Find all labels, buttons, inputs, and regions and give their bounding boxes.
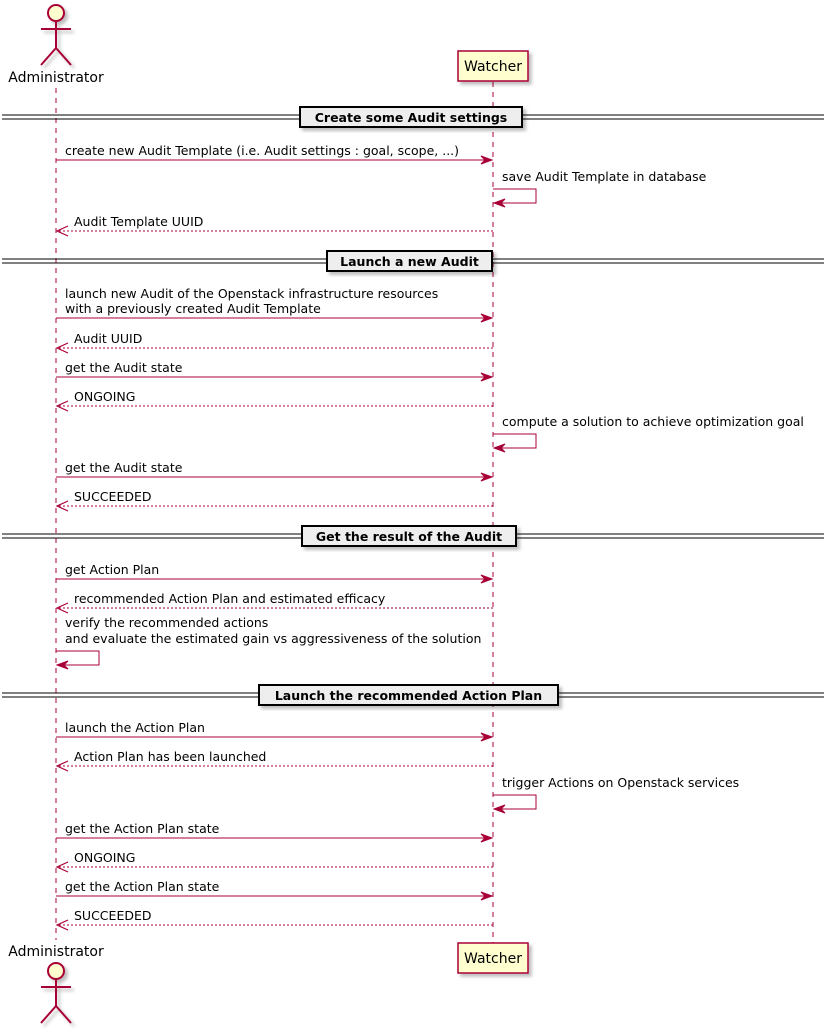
message-label: ONGOING bbox=[74, 389, 135, 404]
participant-box bbox=[457, 942, 529, 974]
arrow-head bbox=[55, 225, 69, 237]
actor-administrator-top: Administrator bbox=[8, 4, 104, 86]
arrow-head bbox=[55, 602, 69, 614]
participant-label: Watcher bbox=[464, 59, 522, 75]
arrow-head bbox=[55, 919, 69, 931]
message-label: Audit UUID bbox=[74, 331, 142, 346]
arrow-head bbox=[492, 804, 506, 814]
message-label: save Audit Template in database bbox=[502, 169, 707, 184]
participant-label: Watcher bbox=[464, 951, 522, 967]
divider-box bbox=[326, 250, 493, 272]
arrow-head bbox=[492, 443, 506, 453]
return-message: SUCCEEDED bbox=[55, 908, 493, 931]
return-message: Audit UUID bbox=[55, 331, 493, 354]
message-label: get Action Plan bbox=[65, 562, 159, 577]
message-label: verify the recommended actions bbox=[65, 615, 268, 630]
message-label: SUCCEEDED bbox=[74, 908, 151, 923]
arrow-head bbox=[55, 760, 69, 772]
actor-leg bbox=[40, 1005, 57, 1024]
actor-icon bbox=[40, 962, 72, 1024]
actor-head bbox=[47, 4, 65, 22]
message-label: recommended Action Plan and estimated ef… bbox=[74, 591, 386, 606]
arrow-head bbox=[480, 155, 494, 165]
message-label: create new Audit Template (i.e. Audit se… bbox=[65, 143, 459, 158]
actor-leg bbox=[40, 47, 57, 66]
message-label: Action Plan has been launched bbox=[74, 749, 266, 764]
message-label: get the Action Plan state bbox=[65, 821, 220, 836]
arrow-head bbox=[55, 500, 69, 512]
divider: Create some Audit settings bbox=[2, 106, 824, 128]
divider-box bbox=[258, 684, 559, 706]
self-message: trigger Actions on Openstack services bbox=[492, 775, 739, 814]
message-label: ONGOING bbox=[74, 850, 135, 865]
arrow-head bbox=[480, 732, 494, 742]
message: get the Audit state bbox=[56, 360, 494, 382]
divider: Get the result of the Audit bbox=[2, 525, 824, 547]
return-message: Audit Template UUID bbox=[55, 214, 493, 237]
divider-label: Get the result of the Audit bbox=[316, 529, 502, 544]
self-message: save Audit Template in database bbox=[492, 169, 707, 208]
message-label: launch the Action Plan bbox=[65, 720, 205, 735]
message-label: SUCCEEDED bbox=[74, 489, 151, 504]
self-arrow-line bbox=[493, 433, 537, 449]
message-label: get the Action Plan state bbox=[65, 879, 220, 894]
message: launch the Action Plan bbox=[56, 720, 494, 742]
return-message: Action Plan has been launched bbox=[55, 749, 493, 772]
arrow-head bbox=[480, 833, 494, 843]
return-message: recommended Action Plan and estimated ef… bbox=[55, 591, 493, 614]
arrow-head bbox=[492, 198, 506, 208]
divider-box bbox=[301, 525, 517, 547]
actor-leg bbox=[55, 47, 72, 66]
actor-head bbox=[47, 962, 65, 980]
message-label: with a previously created Audit Template bbox=[65, 301, 321, 316]
actor-leg bbox=[55, 1005, 72, 1024]
divider: Launch a new Audit bbox=[2, 250, 824, 272]
participant-box bbox=[457, 50, 529, 82]
message: get the Action Plan state bbox=[56, 879, 494, 901]
arrow-head bbox=[480, 313, 494, 323]
arrow-head bbox=[55, 660, 69, 670]
arrow-head bbox=[480, 891, 494, 901]
self-message: compute a solution to achieve optimizati… bbox=[492, 414, 804, 453]
divider-label: Launch a new Audit bbox=[340, 254, 479, 269]
return-message: ONGOING bbox=[55, 850, 493, 873]
message-label: get the Audit state bbox=[65, 360, 183, 375]
return-message: SUCCEEDED bbox=[55, 489, 493, 512]
arrow-head bbox=[55, 400, 69, 412]
self-arrow-line bbox=[493, 794, 537, 810]
actor-label: Administrator bbox=[8, 70, 104, 86]
divider-label: Create some Audit settings bbox=[315, 110, 508, 125]
actor-label: Administrator bbox=[8, 944, 104, 960]
arrow-head bbox=[480, 372, 494, 382]
message-label: compute a solution to achieve optimizati… bbox=[502, 414, 804, 429]
divider-label: Launch the recommended Action Plan bbox=[275, 688, 542, 703]
message: get the Action Plan state bbox=[56, 821, 494, 843]
arrow-head bbox=[55, 861, 69, 873]
actor-administrator-bottom: Administrator bbox=[8, 944, 104, 1024]
self-arrow-line bbox=[56, 650, 100, 666]
message: get Action Plan bbox=[56, 562, 494, 584]
message-label: Audit Template UUID bbox=[74, 214, 203, 229]
divider-box bbox=[299, 106, 523, 128]
participant-watcher-bottom: Watcher bbox=[457, 942, 529, 974]
arrow-head bbox=[480, 472, 494, 482]
message-label: trigger Actions on Openstack services bbox=[502, 775, 739, 790]
message-label: and evaluate the estimated gain vs aggre… bbox=[65, 631, 481, 646]
participant-watcher-top: Watcher bbox=[457, 50, 529, 82]
actor-icon bbox=[40, 4, 72, 66]
message-label: launch new Audit of the Openstack infras… bbox=[65, 286, 438, 301]
arrow-head bbox=[55, 342, 69, 354]
self-arrow-line bbox=[493, 188, 537, 204]
message: launch new Audit of the Openstack infras… bbox=[56, 286, 494, 323]
message: create new Audit Template (i.e. Audit se… bbox=[56, 143, 494, 165]
return-message: ONGOING bbox=[55, 389, 493, 412]
message: get the Audit state bbox=[56, 460, 494, 482]
divider: Launch the recommended Action Plan bbox=[2, 684, 824, 706]
message-label: get the Audit state bbox=[65, 460, 183, 475]
arrow-head bbox=[480, 574, 494, 584]
